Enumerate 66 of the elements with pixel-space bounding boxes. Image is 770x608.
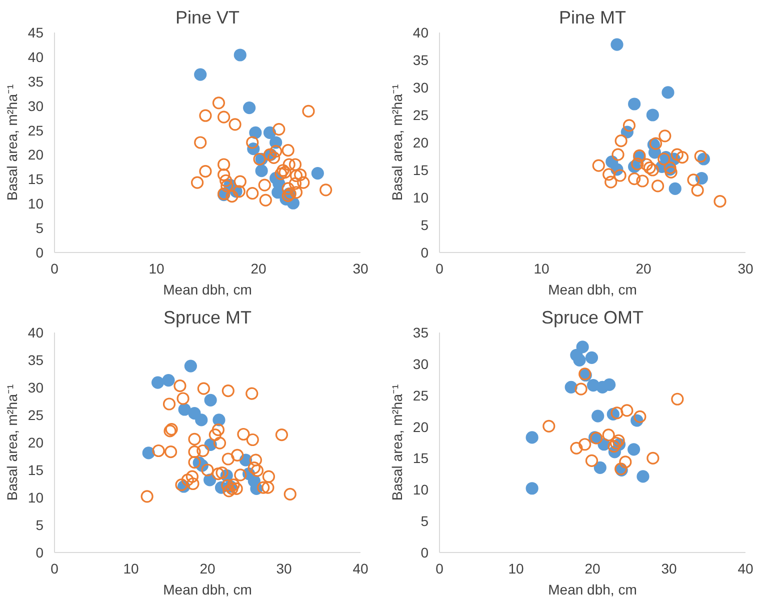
y-tick-label: 20 <box>28 434 44 450</box>
y-tick-label: 0 <box>420 544 429 560</box>
y-tick-label: 15 <box>28 171 44 188</box>
y-tick-label: 25 <box>412 387 429 404</box>
x-tick-label: 30 <box>738 260 754 276</box>
y-tick-label: 0 <box>36 544 44 560</box>
x-tick-label: 20 <box>200 560 216 576</box>
y-tick-label: 30 <box>28 380 44 396</box>
chart-title: Pine MT <box>558 8 626 28</box>
y-tick-label: 15 <box>28 462 44 478</box>
x-tick-label: 30 <box>352 260 368 276</box>
y-tick-label: 5 <box>420 217 429 233</box>
x-tick-label: 40 <box>352 560 368 576</box>
x-axis-title: Mean dbh, cm <box>163 582 252 598</box>
y-tick-label: 5 <box>420 513 429 530</box>
x-tick-label: 30 <box>276 560 292 576</box>
y-axis-title: Basal area, m²ha⁻¹ <box>388 384 405 501</box>
y-tick-label: 25 <box>28 407 44 423</box>
y-tick-label: 20 <box>412 134 429 150</box>
x-axis-title: Mean dbh, cm <box>548 282 637 298</box>
y-tick-label: 35 <box>412 324 429 340</box>
y-axis-title: Basal area, m²ha⁻¹ <box>4 384 20 501</box>
y-tick-label: 30 <box>412 80 429 96</box>
y-tick-label: 0 <box>420 244 429 260</box>
x-tick-label: 0 <box>50 560 59 576</box>
x-tick-label: 10 <box>148 260 164 276</box>
y-tick-label: 5 <box>36 517 44 533</box>
y-tick-label: 35 <box>28 73 44 90</box>
y-tick-label: 30 <box>28 98 44 114</box>
y-tick-label: 0 <box>36 244 44 260</box>
chart-title: Pine VT <box>175 8 240 28</box>
y-tick-label: 20 <box>28 146 44 163</box>
y-tick-label: 35 <box>28 352 44 368</box>
chart-title: Spruce MT <box>163 308 252 328</box>
y-tick-label: 40 <box>412 24 429 40</box>
x-tick-label: 0 <box>436 260 444 276</box>
y-tick-label: 10 <box>28 196 44 212</box>
x-tick-label: 0 <box>50 260 59 276</box>
y-tick-label: 35 <box>412 52 429 68</box>
chart-title: Spruce OMT <box>541 308 644 328</box>
y-tick-label: 10 <box>412 190 429 206</box>
x-tick-label: 0 <box>436 560 444 576</box>
y-tick-label: 45 <box>28 24 44 40</box>
y-tick-label: 40 <box>28 324 44 340</box>
y-tick-label: 30 <box>412 356 429 372</box>
x-tick-label: 40 <box>738 560 754 576</box>
y-axis-title: Basal area, m²ha⁻¹ <box>388 84 405 201</box>
y-tick-label: 10 <box>28 490 44 506</box>
y-tick-label: 25 <box>28 122 44 138</box>
y-tick-label: 25 <box>412 107 429 123</box>
x-tick-label: 30 <box>661 560 677 576</box>
y-tick-label: 40 <box>28 48 44 65</box>
x-tick-label: 20 <box>636 260 652 276</box>
x-axis-title: Mean dbh, cm <box>163 282 252 298</box>
x-tick-label: 20 <box>250 260 266 276</box>
x-axis-title: Mean dbh, cm <box>548 582 637 598</box>
y-tick-label: 10 <box>412 482 429 498</box>
x-tick-label: 20 <box>584 560 600 576</box>
y-axis-title: Basal area, m²ha⁻¹ <box>4 84 20 201</box>
x-tick-label: 10 <box>534 260 550 276</box>
x-tick-label: 10 <box>123 560 139 576</box>
y-tick-label: 20 <box>412 418 429 435</box>
y-tick-label: 5 <box>36 220 44 236</box>
y-tick-label: 15 <box>412 162 429 178</box>
x-tick-label: 10 <box>508 560 524 576</box>
y-tick-label: 15 <box>412 450 429 466</box>
